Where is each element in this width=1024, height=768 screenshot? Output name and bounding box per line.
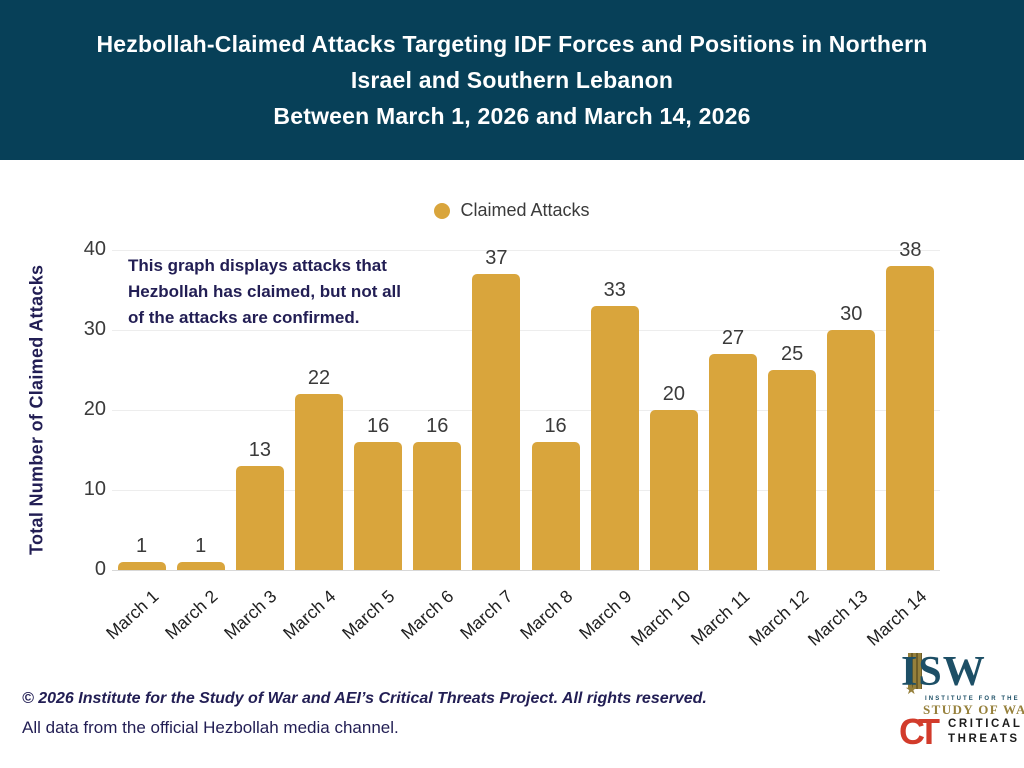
bar-value-label: 1: [195, 535, 207, 557]
gridline: [112, 570, 940, 571]
gridline: [112, 490, 940, 491]
bar: [590, 306, 639, 570]
bar-value-label: 16: [426, 415, 449, 437]
data-source-text: All data from the official Hezbollah med…: [22, 718, 399, 737]
annotation-line-2: Hezbollah has claimed, but not all: [128, 282, 401, 301]
bar: [117, 562, 166, 570]
y-tick-label: 20: [83, 398, 106, 420]
y-tick-label: 10: [83, 478, 106, 500]
ct-monogram-icon: CT: [899, 711, 940, 752]
bar-value-label: 27: [721, 327, 745, 349]
chart-legend: Claimed Attacks: [0, 200, 1024, 221]
bar: [649, 410, 698, 570]
legend-label: Claimed Attacks: [460, 200, 590, 220]
isw-ribbon-icon: [908, 653, 922, 689]
isw-acronym: ISW: [901, 649, 986, 695]
y-tick-label: 0: [94, 558, 106, 580]
chart-title-line-1: Hezbollah-Claimed Attacks Targeting IDF …: [96, 30, 928, 57]
bar: [235, 466, 284, 570]
bar: [886, 266, 935, 570]
gridline: [112, 330, 940, 331]
copyright-text: © 2026 Institute for the Study of War an…: [22, 690, 707, 707]
bar: [413, 442, 462, 570]
isw-subtitle-small: INSTITUTE FOR THE: [925, 696, 1020, 702]
bar: [354, 442, 403, 570]
isw-logo-mark: ISW ★: [899, 649, 1011, 697]
bar-value-label: 1: [136, 535, 148, 557]
bar: [709, 354, 757, 570]
isw-star-icon: ★: [905, 681, 918, 697]
gridline: [112, 410, 940, 411]
legend-dot-icon: [434, 202, 451, 219]
ct-wordmark: CRITICAL THREATS: [948, 717, 1022, 747]
header-banner: Hezbollah-Claimed Attacks Targeting IDF …: [0, 0, 1024, 160]
bar-value-label: 20: [662, 383, 685, 405]
gridline: [112, 250, 940, 251]
bar-value-label: 22: [307, 367, 331, 389]
annotation-line-1: This graph displays attacks that: [128, 256, 387, 275]
chart-title-line-3: Between March 1, 2026 and March 14, 2026: [273, 102, 751, 129]
annotation-line-3: of the attacks are confirmed.: [128, 308, 360, 327]
bar-value-label: 33: [603, 279, 626, 301]
bar: [295, 394, 343, 570]
annotation-note: This graph displays attacks that Hezboll…: [128, 253, 401, 331]
bar-value-label: 38: [899, 239, 922, 261]
y-axis-title: Total Number of Claimed Attacks: [26, 264, 47, 556]
bar-value-label: 16: [544, 415, 567, 437]
y-tick-label: 40: [83, 238, 106, 260]
bar: [531, 442, 580, 570]
bar-value-label: 30: [840, 303, 863, 325]
bar-value-label: 25: [781, 343, 804, 365]
critical-threats-logo: CT CRITICAL THREATS: [899, 714, 1022, 750]
ct-word-critical: CRITICAL: [948, 718, 1023, 730]
isw-logo: ISW ★ INSTITUTE FOR THE STUDY OF WAR: [899, 649, 1024, 718]
bar: [472, 274, 521, 570]
bar: [768, 370, 817, 570]
bar-value-label: 37: [485, 247, 508, 269]
chart-title-line-2: Israel and Southern Lebanon: [350, 66, 674, 93]
bar-value-label: 13: [248, 439, 271, 461]
bar: [827, 330, 876, 570]
isw-subtitle: STUDY OF WAR: [923, 702, 1024, 717]
ct-word-threats: THREATS: [948, 733, 1020, 745]
bar-value-label: 16: [367, 415, 390, 437]
y-tick-label: 30: [83, 318, 106, 340]
bar: [176, 562, 225, 570]
